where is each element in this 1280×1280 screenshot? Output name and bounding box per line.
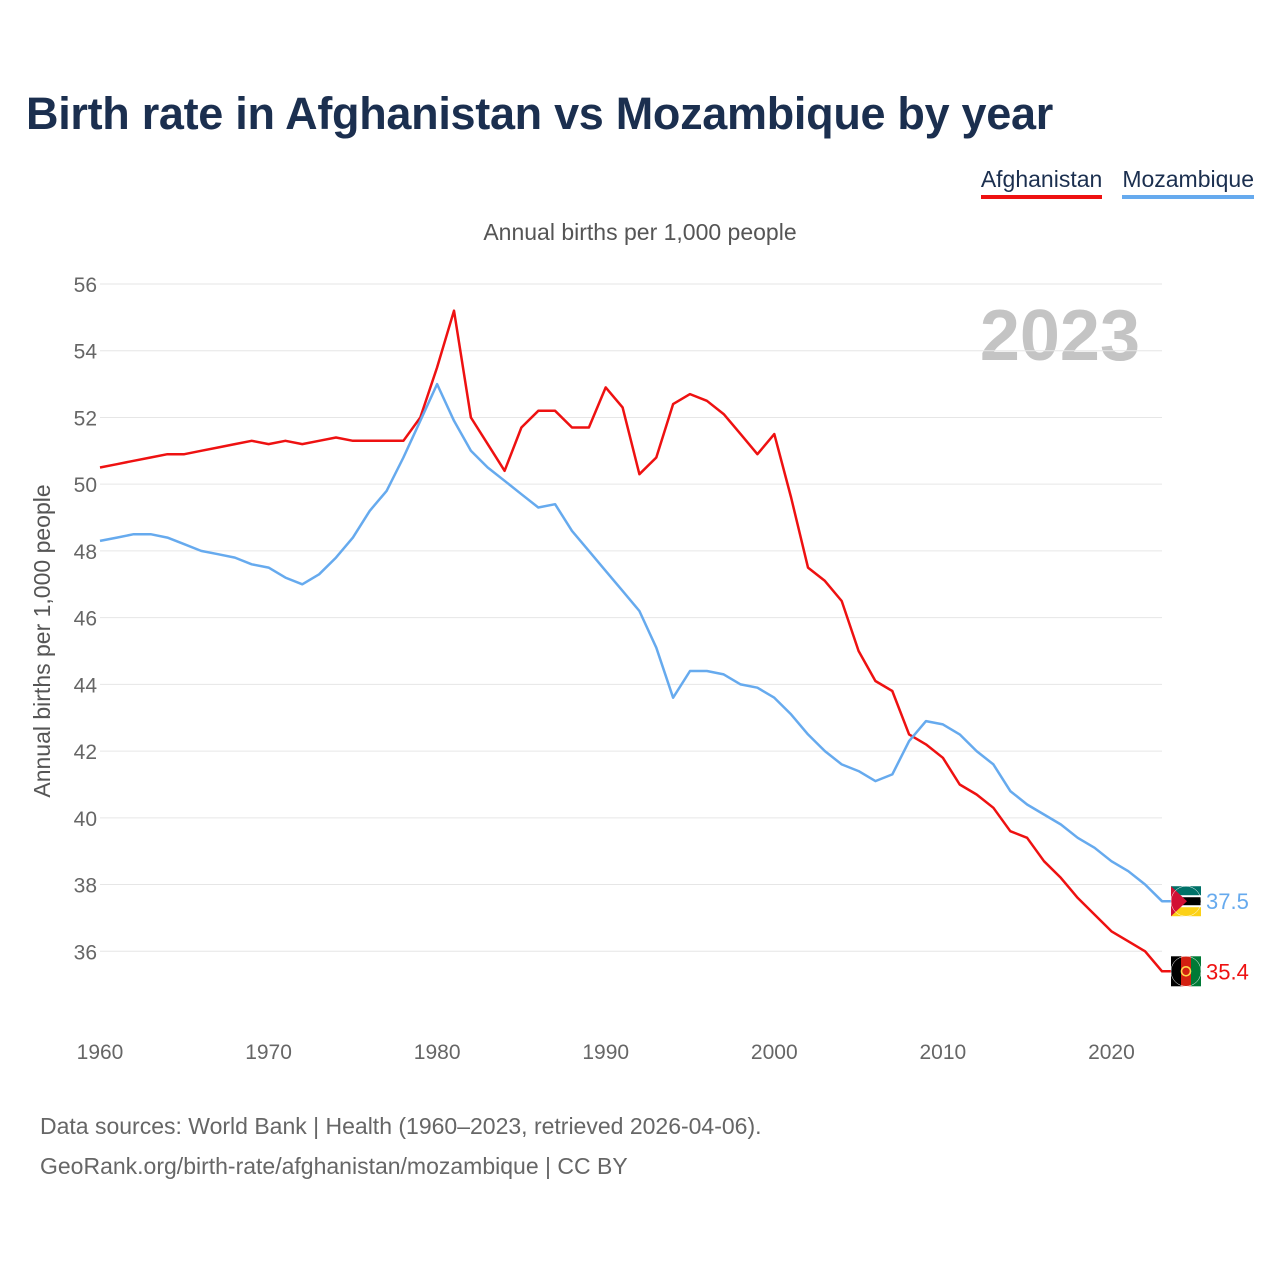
x-tick-label: 1980: [414, 1041, 461, 1064]
legend: Afghanistan Mozambique: [980, 166, 1254, 199]
source-note: Data sources: World Bank | Health (1960–…: [40, 1106, 762, 1186]
y-tick-label: 42: [74, 741, 97, 764]
current-year-label: 2023: [980, 296, 1140, 376]
y-tick-label: 50: [74, 474, 97, 497]
line-chart: Annual births per 1,000 people Annual bi…: [29, 219, 1249, 1064]
source-line-1: Data sources: World Bank | Health (1960–…: [40, 1113, 762, 1139]
mozambique-flag-icon: [1170, 885, 1202, 917]
y-tick-label: 56: [74, 274, 97, 297]
y-tick-label: 44: [74, 674, 98, 697]
y-tick-label: 48: [74, 541, 97, 564]
end-value-label-mozambique: 37.5: [1206, 889, 1249, 914]
x-tick-label: 1990: [582, 1041, 629, 1064]
y-tick-label: 54: [74, 341, 98, 364]
legend-item-mozambique[interactable]: Mozambique: [1122, 166, 1254, 199]
end-value-label-afghanistan: 35.4: [1206, 959, 1249, 984]
legend-item-afghanistan[interactable]: Afghanistan: [980, 166, 1103, 199]
y-tick-label: 38: [74, 875, 97, 898]
y-tick-label: 40: [74, 808, 97, 831]
x-tick-label: 2020: [1088, 1041, 1135, 1064]
series-line-mozambique[interactable]: [99, 382, 1172, 903]
chart-subtitle: Annual births per 1,000 people: [483, 219, 796, 245]
y-tick-label: 52: [74, 407, 97, 430]
chart-title: Birth rate in Afghanistan vs Mozambique …: [26, 88, 1053, 139]
y-tick-label: 36: [74, 941, 97, 964]
x-tick-label: 1960: [77, 1041, 124, 1064]
y-axis-label: Annual births per 1,000 people: [29, 484, 55, 797]
x-tick-label: 2000: [751, 1041, 798, 1064]
x-tick-label: 1970: [245, 1041, 292, 1064]
y-tick-label: 46: [74, 608, 97, 631]
source-line-2: GeoRank.org/birth-rate/afghanistan/mozam…: [40, 1153, 628, 1179]
x-tick-label: 2010: [919, 1041, 966, 1064]
series-line-afghanistan[interactable]: [99, 309, 1172, 973]
afghanistan-flag-icon: [1170, 956, 1202, 987]
